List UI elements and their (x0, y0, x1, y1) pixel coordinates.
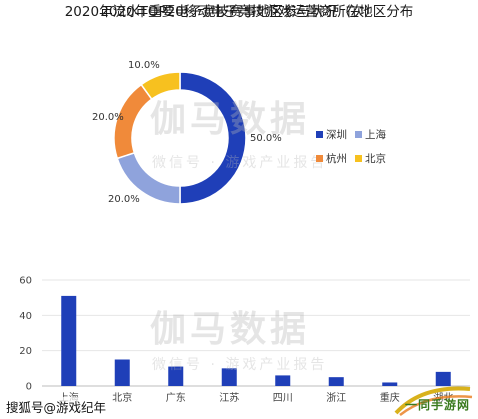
legend-swatch-beijing (355, 155, 362, 162)
bar-3 (221, 368, 237, 386)
bar-7 (435, 371, 451, 386)
legend-swatch-hangzhou (316, 155, 323, 162)
slice-label-shenzhen: 50.0% (250, 133, 282, 144)
legend-item-shenzhen: 深圳 (316, 127, 347, 142)
y-tick-label-40: 40 (19, 311, 32, 322)
site-logo-text: 一同手游网 (404, 398, 470, 412)
donut-slice-shenzhen (179, 71, 247, 205)
bar-svg: 0204060上海北京广东江苏四川浙江重庆湖北 (19, 276, 470, 404)
x-tick-label-6: 重庆 (380, 391, 400, 402)
legend-swatch-shenzhen (316, 131, 323, 138)
y-tick-label-20: 20 (19, 346, 32, 357)
bar-5 (328, 377, 344, 386)
legend-item-hangzhou: 杭州 (316, 151, 347, 166)
bar-6 (382, 382, 398, 386)
donut-svg (113, 71, 247, 205)
donut-legend: 深圳 上海 杭州 北京 (316, 127, 426, 175)
legend-label-beijing: 北京 (365, 153, 386, 165)
x-tick-label-5: 浙江 (326, 392, 346, 402)
donut-chart-title: 2020年流水TOP20移动电子竞技游戏运营商所在地区分布 (64, 4, 414, 20)
bar-chart: 伽马数据 微信号 · 游戏产业报告 0204060上海北京广东江苏四川浙江重庆湖… (0, 262, 478, 404)
legend-label-hangzhou: 杭州 (326, 153, 347, 165)
site-logo-icon (394, 386, 473, 416)
x-tick-label-3: 江苏 (219, 391, 239, 402)
x-tick-label-2: 广东 (166, 391, 186, 402)
bar-1 (114, 359, 130, 386)
slice-label-shanghai: 20.0% (108, 194, 140, 205)
donut-slice-beijing (140, 71, 181, 101)
legend-item-beijing: 北京 (355, 151, 386, 166)
y-tick-label-0: 0 (26, 382, 32, 393)
bar-2 (168, 366, 184, 386)
bar-chart-title: 2020年重要电子竞技赛事地区参与状况（次） (100, 4, 378, 20)
y-tick-label-60: 60 (19, 276, 32, 287)
x-tick-label-1: 北京 (112, 391, 132, 402)
legend-item-shanghai: 上海 (355, 127, 386, 142)
legend-swatch-shanghai (355, 131, 362, 138)
bar-0 (61, 295, 77, 386)
bar-4 (275, 375, 291, 386)
x-tick-label-4: 四川 (273, 393, 293, 402)
footer-source-text: 搜狐号@游戏纪年 (6, 397, 107, 416)
slice-label-hangzhou: 20.0% (92, 112, 124, 123)
legend-label-shenzhen: 深圳 (326, 129, 347, 141)
legend-label-shanghai: 上海 (365, 129, 386, 141)
slice-label-beijing: 10.0% (128, 60, 160, 71)
